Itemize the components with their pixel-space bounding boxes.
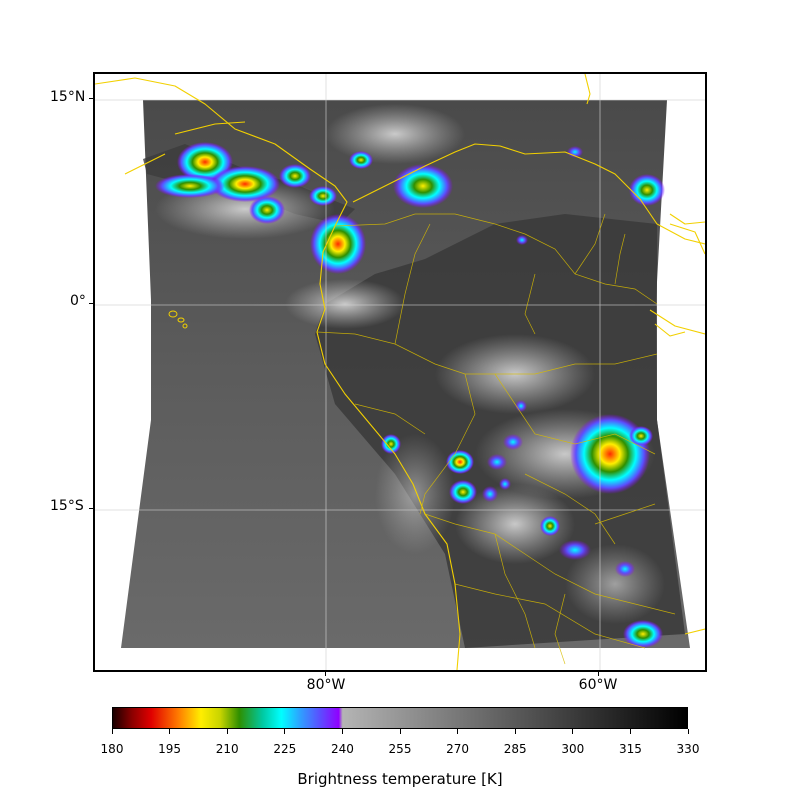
graticule xyxy=(95,74,705,670)
lat-tick xyxy=(89,98,93,99)
colorbar-tick-label: 210 xyxy=(215,742,239,756)
colorbar-title: Brightness temperature [K] xyxy=(297,770,503,788)
galapagos-islands xyxy=(168,310,188,329)
colorbar-tick-label: 315 xyxy=(618,742,642,756)
colorbar xyxy=(112,707,688,729)
colorbar-tick-label: 255 xyxy=(388,742,412,756)
colorbar-tick xyxy=(169,729,171,734)
colorbar-tick xyxy=(284,729,286,734)
lat-tick xyxy=(89,508,93,509)
satellite-map xyxy=(93,72,707,672)
lat-label-15s: 15°S xyxy=(50,498,84,514)
colorbar-tick-label: 330 xyxy=(676,742,700,756)
lat-tick xyxy=(89,303,93,304)
colorbar-tick xyxy=(629,729,631,734)
colorbar-tick xyxy=(457,729,459,734)
lat-label-15n: 15°N xyxy=(50,89,86,105)
borders xyxy=(316,213,676,665)
colorbar-tick xyxy=(111,729,113,734)
lon-label-60w: 60°W xyxy=(578,677,618,693)
colorbar-tick xyxy=(514,729,516,734)
colorbar-tick xyxy=(687,729,689,734)
colorbar-tick xyxy=(226,729,228,734)
colorbar-tick xyxy=(399,729,401,734)
colorbar-tick-label: 240 xyxy=(330,742,354,756)
colorbar-tick-label: 285 xyxy=(503,742,527,756)
lon-tick xyxy=(598,672,599,676)
lat-label-0: 0° xyxy=(70,293,86,309)
map-canvas xyxy=(95,74,705,670)
colorbar-tick xyxy=(572,729,574,734)
colorbar-tick-label: 195 xyxy=(158,742,182,756)
colorbar-tick-label: 225 xyxy=(273,742,297,756)
colorbar-tick-label: 270 xyxy=(446,742,470,756)
colorbar-tick xyxy=(341,729,343,734)
colorbar-tick-label: 180 xyxy=(100,742,124,756)
colorbar-tick-label: 300 xyxy=(561,742,585,756)
lon-tick xyxy=(325,672,326,676)
coastlines xyxy=(95,74,705,670)
lon-label-80w: 80°W xyxy=(306,677,346,693)
